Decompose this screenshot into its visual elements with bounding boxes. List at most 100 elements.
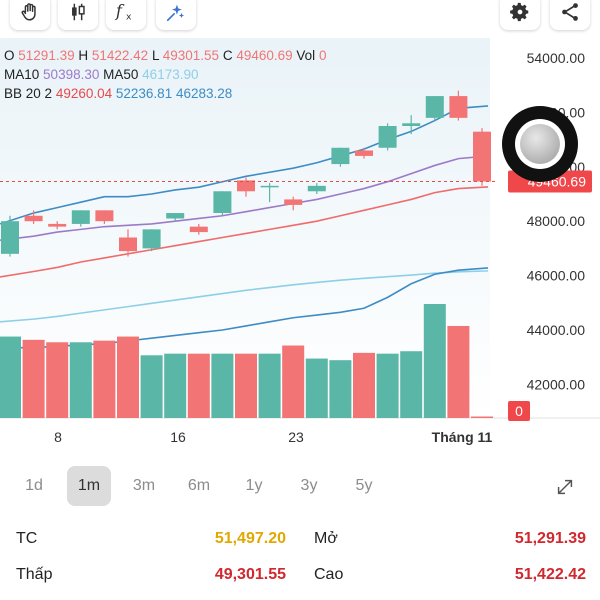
sparkle-icon xyxy=(166,4,185,22)
candle[interactable] xyxy=(1,215,19,257)
candle[interactable] xyxy=(237,177,255,197)
ma50-label: MA50 xyxy=(103,67,139,82)
volume-bar xyxy=(471,416,493,418)
volume-bar xyxy=(187,353,210,418)
candle[interactable] xyxy=(473,128,491,186)
candlestick-chart[interactable]: 54000.0052000.0050000.0048000.0046000.00… xyxy=(0,38,600,458)
high-price-value: 51,422.42 xyxy=(514,566,586,583)
bb-legend: BB 20 2 49260.04 52236.81 46283.28 xyxy=(4,86,232,101)
low-label: L xyxy=(151,48,159,63)
ma-legend: MA10 50398.30 MA50 46173.90 xyxy=(4,67,198,82)
open-label: O xyxy=(4,48,15,63)
candle[interactable] xyxy=(213,191,232,216)
candle[interactable] xyxy=(402,115,421,135)
volume-bar xyxy=(400,351,423,418)
volume-bar xyxy=(282,345,305,418)
expand-icon xyxy=(557,479,573,495)
settings-button[interactable] xyxy=(500,0,540,30)
candle[interactable] xyxy=(378,123,397,151)
low-price-value: 49,301.55 xyxy=(214,566,286,583)
ma10-label: MA10 xyxy=(4,67,40,82)
ma10-line xyxy=(0,155,489,242)
x-tick-label: 8 xyxy=(54,429,62,445)
volume-bar xyxy=(235,353,257,418)
volume-bar xyxy=(447,325,470,418)
hand-icon xyxy=(21,3,36,21)
candle[interactable] xyxy=(24,210,43,224)
bb-label: BB 20 2 xyxy=(4,86,53,101)
high-price-label: Cao xyxy=(314,566,344,583)
candle[interactable] xyxy=(71,210,90,227)
close-label: C xyxy=(222,48,233,63)
candle[interactable] xyxy=(425,96,444,121)
ohlc-legend: O 51291.39 H 51422.42 L 49301.55 C 49460… xyxy=(4,48,326,63)
candle[interactable] xyxy=(119,229,137,257)
volume-bar xyxy=(22,339,45,418)
ai-assist-button[interactable] xyxy=(156,0,196,30)
candle[interactable] xyxy=(166,213,185,222)
bb-mid-line xyxy=(0,186,489,278)
period-1y[interactable]: 1y xyxy=(245,477,263,494)
x-tick-label: 23 xyxy=(288,429,304,445)
bb-upper-line xyxy=(0,105,489,225)
low-price-label: Thấp xyxy=(16,566,53,583)
bb-mid-value: 49260.04 xyxy=(55,86,113,101)
candlestick-icon xyxy=(72,3,85,21)
volume-value: 0 xyxy=(318,48,327,63)
volume-bar xyxy=(353,352,375,418)
share-button[interactable] xyxy=(550,0,590,30)
period-1m[interactable]: 1m xyxy=(67,466,111,506)
chart-type-button[interactable] xyxy=(58,0,98,30)
volume-bar xyxy=(164,353,187,418)
gear-icon xyxy=(510,2,529,22)
volume-bar xyxy=(258,353,281,418)
period-6m[interactable]: 6m xyxy=(187,477,211,494)
y-tick-label: 44000.00 xyxy=(527,322,586,338)
drawing-tool-button[interactable] xyxy=(10,0,50,30)
volume-badge xyxy=(508,401,530,421)
candle[interactable] xyxy=(331,147,350,167)
open-value: 51291.39 xyxy=(18,48,75,63)
bb-lower-value: 46283.28 xyxy=(175,86,233,101)
volume-label: Vol xyxy=(296,48,316,63)
volume-bar xyxy=(69,342,92,418)
close-value: 49460.69 xyxy=(236,48,293,63)
low-value: 49301.55 xyxy=(162,48,220,63)
period-5y[interactable]: 5y xyxy=(355,477,373,494)
fullscreen-button[interactable] xyxy=(550,472,580,502)
candle[interactable] xyxy=(355,147,373,159)
high-value: 51422.42 xyxy=(91,48,149,63)
x-tick-label: 16 xyxy=(170,429,186,445)
y-tick-label: 46000.00 xyxy=(527,268,586,284)
y-tick-label: 48000.00 xyxy=(527,213,586,229)
volume-bar xyxy=(0,336,21,418)
period-1d[interactable]: 1d xyxy=(25,477,43,494)
open-price-value: 51,291.39 xyxy=(514,530,586,547)
candle[interactable] xyxy=(189,223,208,235)
candle[interactable] xyxy=(142,229,161,252)
reference-price-label: TC xyxy=(16,530,38,547)
volume-bar xyxy=(376,353,399,418)
volume-badge-label: 0 xyxy=(515,403,523,419)
open-price-label: Mở xyxy=(314,530,338,547)
candle[interactable] xyxy=(307,183,326,194)
y-tick-label: 54000.00 xyxy=(527,50,586,66)
volume-bar xyxy=(423,304,446,418)
reference-price-value: 51,497.20 xyxy=(214,530,286,547)
candle[interactable] xyxy=(449,90,468,121)
period-selector: 1d 1m 3m 6m 1y 3y 5y xyxy=(0,466,600,506)
candle[interactable] xyxy=(284,196,303,211)
volume-bar xyxy=(140,355,163,418)
candle[interactable] xyxy=(48,221,67,230)
candle[interactable] xyxy=(95,210,114,224)
price-chart[interactable]: 54000.0052000.0050000.0048000.0046000.00… xyxy=(0,38,600,458)
bb-upper-value: 52236.81 xyxy=(115,86,173,101)
candle[interactable] xyxy=(260,183,279,203)
volume-bar xyxy=(329,360,352,418)
period-3y[interactable]: 3y xyxy=(300,477,318,494)
crosshair-cursor-icon[interactable] xyxy=(502,106,578,182)
period-3m[interactable]: 3m xyxy=(132,477,156,494)
ma10-value: 50398.30 xyxy=(43,67,100,82)
